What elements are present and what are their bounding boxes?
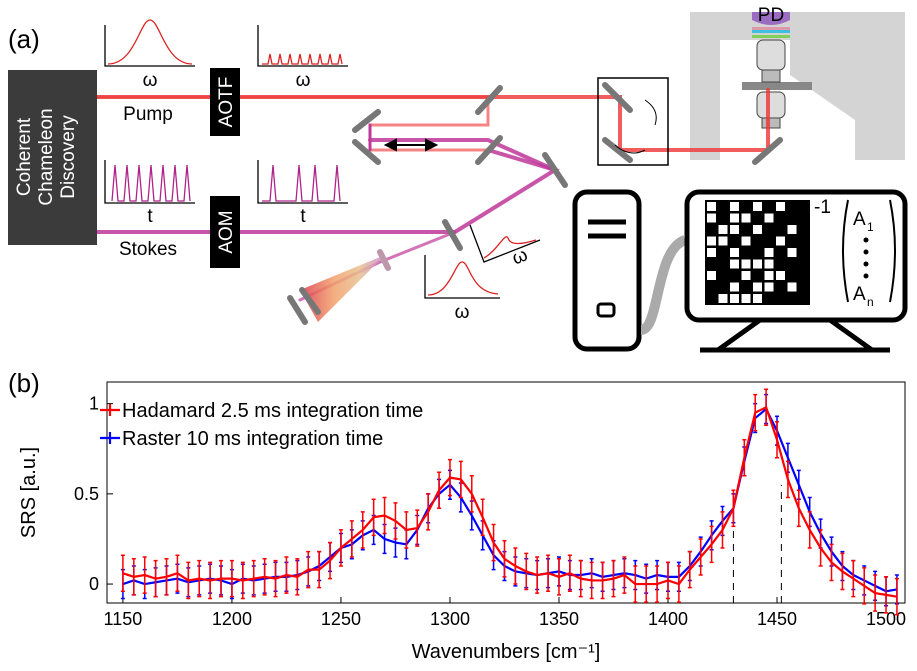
inset-axis-label: ω [143,70,158,91]
matrix-cell [742,294,751,303]
x-tick-label: 1400 [648,609,688,629]
laser-label: Discovery [58,115,79,199]
matrix-cell [707,248,716,257]
pump-label: Pump [123,104,173,125]
matrix-cell [730,248,739,257]
matrix-cell [753,260,762,269]
matrix-cell [707,214,716,223]
x-axis-label: Wavenumbers [cm⁻¹] [412,641,601,663]
matrix-cell [730,214,739,223]
aotf-label: AOTF [216,77,237,128]
panel-label: (a) [8,24,40,54]
matrix-cell [707,202,716,211]
panel-label: (b) [8,368,40,398]
matrix-cell [753,294,762,303]
aom-label: AOM [216,210,237,253]
matrix-cell [719,237,728,246]
vector-dots [864,238,869,279]
matrix-cell [776,271,785,280]
inset-axis-label: ω [296,70,311,91]
vector-subscript: 1 [867,220,874,234]
x-tick-label: 1300 [430,609,470,629]
vector-entry: A [853,284,866,305]
matrix-cell [765,214,774,223]
matrix-cell [719,294,728,303]
matrix-cell [765,260,774,269]
matrix-cell [788,283,797,292]
matrix-cell [730,260,739,269]
x-tick-label: 1150 [104,609,143,629]
matrix-cell [788,248,797,257]
inverse-label: -1 [814,197,831,218]
matrix-cell [730,294,739,303]
y-tick-label: 1 [89,394,99,414]
microscope [690,12,905,160]
legend-label: Hadamard 2.5 ms integration time [122,400,423,422]
inset-axis-label: t [300,206,306,227]
inset-axis-label: ω [509,244,531,269]
y-axis-label: SRS [a.u.] [18,447,40,538]
legend-swatch [100,432,120,444]
x-tick-label: 1450 [757,609,797,629]
matrix-cell [776,202,785,211]
vector-subscript: n [867,295,874,309]
matrix [705,200,810,305]
matrix-cell [788,225,797,234]
matrix-cell [707,237,716,246]
figure: (a) PD Coherent Chameleon Discovery AOTF… [0,0,917,666]
x-tick-label: 1250 [321,609,361,629]
legend-label: Raster 10 ms integration time [122,428,383,450]
matrix-cell [730,225,739,234]
matrix-cell [765,248,774,257]
matrix-cell [753,283,762,292]
inset-axis-label: t [147,206,153,227]
matrix-cell [742,214,751,223]
legend-swatch [100,404,120,416]
vector-entry: A [853,209,866,230]
inset-axis-label: ω [455,302,470,323]
matrix-cell [742,271,751,280]
matrix-cell [730,283,739,292]
vector-brackets [843,200,895,302]
y-tick-label: 0 [89,574,99,594]
laser-label: Coherent [14,117,35,196]
matrix-cell [765,271,774,280]
matrix-cell [742,237,751,246]
matrix-cell [765,283,774,292]
detector-label: PD [758,5,784,26]
x-tick-label: 1200 [212,609,252,629]
matrix-cell [776,237,785,246]
stokes-label: Stokes [119,239,177,260]
matrix-cell [753,202,762,211]
matrix-cell [730,202,739,211]
y-tick-label: 0.5 [74,484,99,504]
matrix-cell [753,225,762,234]
matrix-cell [742,260,751,269]
laser-label: Chameleon [36,108,57,205]
matrix-cell [719,225,728,234]
matrix-cell [707,271,716,280]
x-tick-label: 1350 [539,609,579,629]
